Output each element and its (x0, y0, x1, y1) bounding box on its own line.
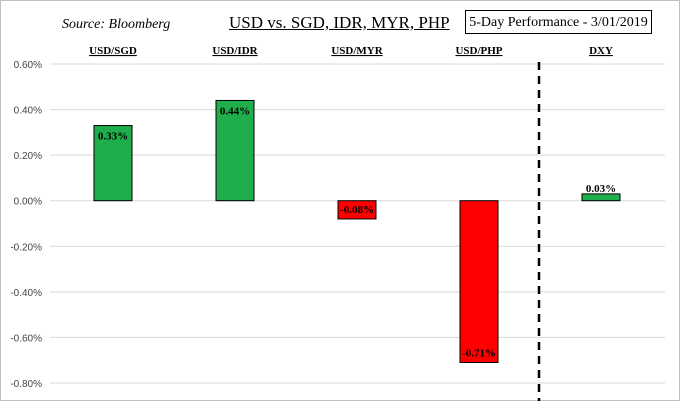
category-label: USD/PHP (455, 45, 502, 57)
chart-title: USD vs. SGD, IDR, MYR, PHP (229, 13, 450, 32)
data-label: -0.08% (340, 204, 374, 216)
data-label: 0.03% (586, 183, 616, 195)
bar-usd-myr (337, 200, 377, 220)
bar-usd-php (459, 200, 499, 363)
y-tick-label: 0.60% (14, 60, 42, 71)
bar-usd-sgd (93, 125, 133, 202)
y-tick-label: 0.00% (14, 197, 42, 208)
y-tick-label: -0.40% (10, 288, 42, 299)
y-tick-label: -0.80% (10, 379, 42, 390)
category-label: USD/IDR (212, 45, 258, 57)
source-label: Source: Bloomberg (62, 17, 171, 32)
data-label: -0.71% (462, 347, 496, 359)
y-tick-label: -0.60% (10, 333, 42, 344)
y-tick-label: -0.20% (10, 242, 42, 253)
data-label: 0.33% (98, 131, 128, 143)
performance-label-box: 5-Day Performance - 3/01/2019 (465, 10, 652, 34)
bar-usd-idr (215, 99, 255, 202)
y-tick-label: 0.20% (14, 151, 42, 162)
category-label: USD/MYR (331, 45, 383, 57)
category-label: DXY (589, 45, 613, 57)
category-label: USD/SGD (89, 45, 137, 57)
data-label: 0.44% (220, 105, 250, 117)
bar-dxy (581, 193, 621, 202)
y-tick-label: 0.40% (14, 106, 42, 117)
